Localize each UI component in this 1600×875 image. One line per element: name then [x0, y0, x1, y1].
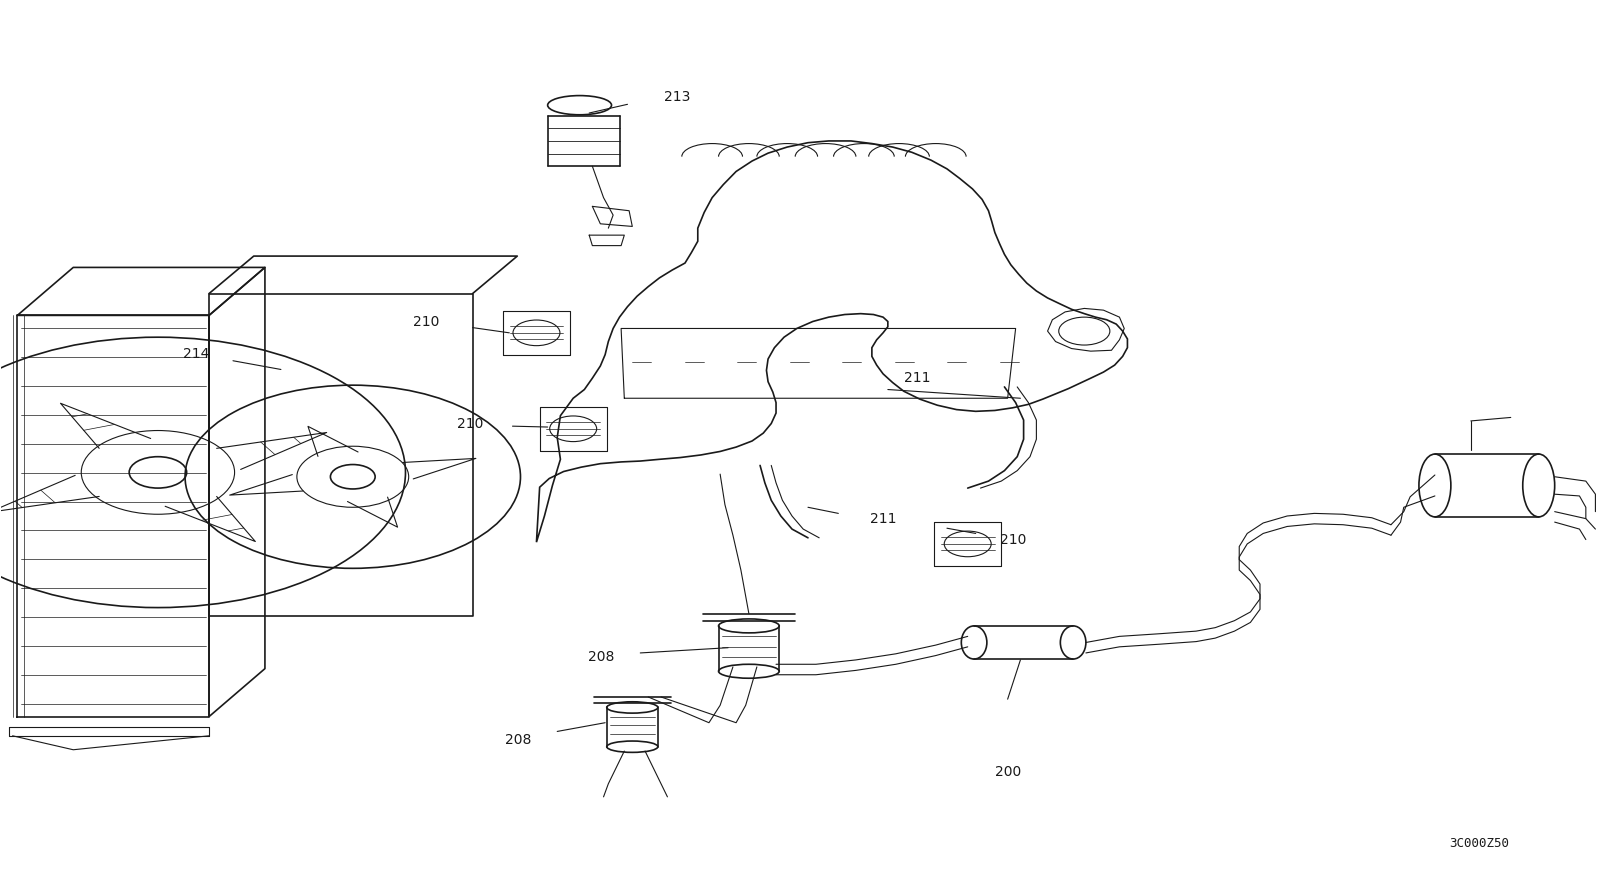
- Text: 211: 211: [870, 512, 896, 526]
- Text: 214: 214: [184, 346, 210, 360]
- Text: 210: 210: [1000, 534, 1026, 548]
- Text: 210: 210: [456, 416, 483, 430]
- Text: 208: 208: [587, 650, 614, 664]
- Text: 211: 211: [904, 371, 930, 385]
- Text: 210: 210: [413, 315, 440, 329]
- Text: 208: 208: [504, 733, 531, 747]
- Text: 3C000Z50: 3C000Z50: [1450, 836, 1509, 850]
- Text: 200: 200: [995, 765, 1021, 779]
- Text: 213: 213: [664, 90, 691, 104]
